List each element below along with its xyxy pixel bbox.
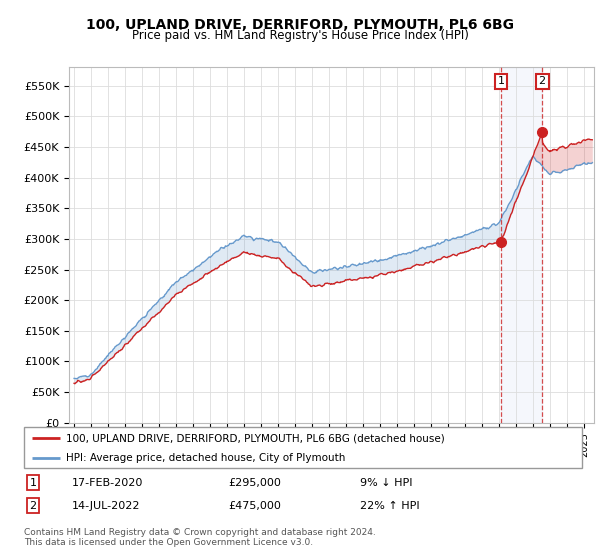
Text: 9% ↓ HPI: 9% ↓ HPI — [360, 478, 413, 488]
Text: 1: 1 — [497, 76, 505, 86]
Bar — [501, 67, 542, 423]
Text: 100, UPLAND DRIVE, DERRIFORD, PLYMOUTH, PL6 6BG (detached house): 100, UPLAND DRIVE, DERRIFORD, PLYMOUTH, … — [66, 433, 445, 443]
Text: 100, UPLAND DRIVE, DERRIFORD, PLYMOUTH, PL6 6BG: 100, UPLAND DRIVE, DERRIFORD, PLYMOUTH, … — [86, 18, 514, 32]
Text: Price paid vs. HM Land Registry's House Price Index (HPI): Price paid vs. HM Land Registry's House … — [131, 29, 469, 42]
Text: 1: 1 — [29, 478, 37, 488]
Text: Contains HM Land Registry data © Crown copyright and database right 2024.
This d: Contains HM Land Registry data © Crown c… — [24, 528, 376, 547]
Text: £475,000: £475,000 — [228, 501, 281, 511]
Text: 2: 2 — [29, 501, 37, 511]
Text: 14-JUL-2022: 14-JUL-2022 — [72, 501, 140, 511]
Text: 22% ↑ HPI: 22% ↑ HPI — [360, 501, 419, 511]
Text: 2: 2 — [539, 76, 546, 86]
Text: HPI: Average price, detached house, City of Plymouth: HPI: Average price, detached house, City… — [66, 452, 345, 463]
Text: £295,000: £295,000 — [228, 478, 281, 488]
Text: 17-FEB-2020: 17-FEB-2020 — [72, 478, 143, 488]
FancyBboxPatch shape — [24, 427, 582, 468]
